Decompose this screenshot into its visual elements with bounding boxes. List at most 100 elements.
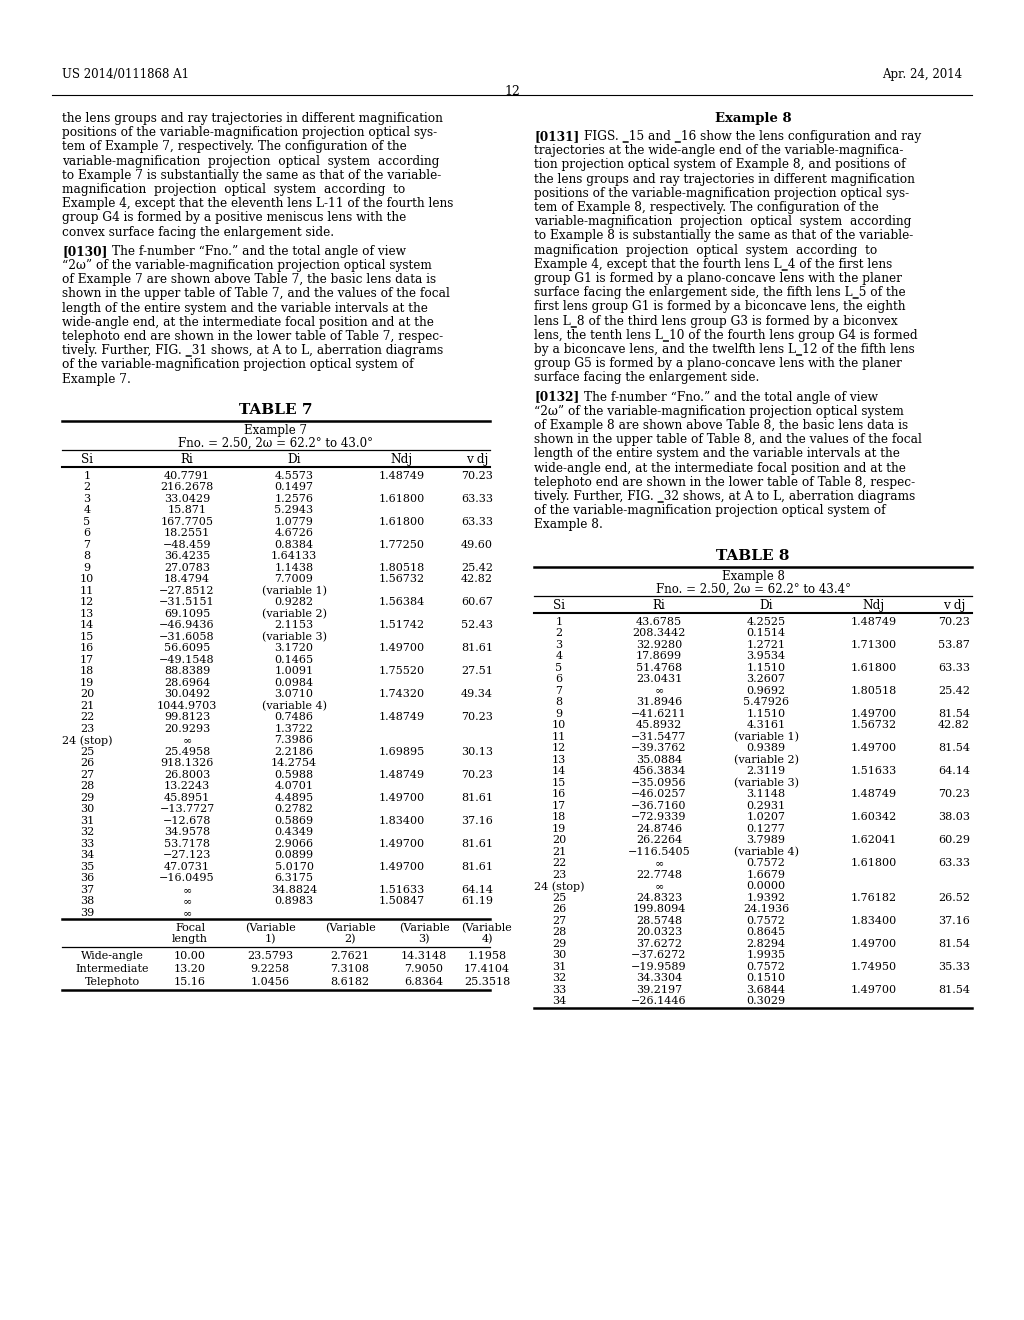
Text: 1.75520: 1.75520: [379, 667, 425, 676]
Text: 1.0456: 1.0456: [251, 977, 290, 987]
Text: group G5 is formed by a plano-concave lens with the planer: group G5 is formed by a plano-concave le…: [534, 358, 902, 370]
Text: 0.3029: 0.3029: [746, 997, 785, 1006]
Text: magnification  projection  optical  system  according  to: magnification projection optical system …: [534, 244, 878, 256]
Text: 0.7572: 0.7572: [746, 916, 785, 925]
Text: Ri: Ri: [180, 453, 194, 466]
Text: 2): 2): [344, 935, 355, 945]
Text: 28: 28: [552, 927, 566, 937]
Text: 3: 3: [555, 640, 562, 649]
Text: (variable 1): (variable 1): [733, 731, 799, 742]
Text: 6.8364: 6.8364: [404, 977, 443, 987]
Text: 4: 4: [555, 651, 562, 661]
Text: 6: 6: [83, 528, 90, 539]
Text: 8: 8: [83, 552, 90, 561]
Text: 1.6679: 1.6679: [746, 870, 785, 879]
Text: 1.1958: 1.1958: [467, 952, 507, 961]
Text: 17.4104: 17.4104: [464, 965, 510, 974]
Text: of Example 8 are shown above Table 8, the basic lens data is: of Example 8 are shown above Table 8, th…: [534, 418, 908, 432]
Text: 23: 23: [80, 723, 94, 734]
Text: −26.1446: −26.1446: [631, 997, 687, 1006]
Text: 0.9692: 0.9692: [746, 685, 785, 696]
Text: −31.6058: −31.6058: [159, 632, 215, 642]
Text: 81.54: 81.54: [938, 985, 970, 994]
Text: 18.4794: 18.4794: [164, 574, 210, 585]
Text: 88.8389: 88.8389: [164, 667, 210, 676]
Text: 5.47926: 5.47926: [743, 697, 790, 708]
Text: 1.51633: 1.51633: [379, 884, 425, 895]
Text: 10.00: 10.00: [174, 952, 206, 961]
Text: 14.2754: 14.2754: [271, 758, 317, 768]
Text: of the variable-magnification projection optical system of: of the variable-magnification projection…: [534, 504, 886, 517]
Text: 23: 23: [552, 870, 566, 879]
Text: 4.6726: 4.6726: [274, 528, 313, 539]
Text: 0.0984: 0.0984: [274, 677, 313, 688]
Text: 0.7486: 0.7486: [274, 713, 313, 722]
Text: −19.9589: −19.9589: [631, 961, 687, 972]
Text: 0.9282: 0.9282: [274, 597, 313, 607]
Text: lens, the tenth lens L‗10 of the fourth lens group G4 is formed: lens, the tenth lens L‗10 of the fourth …: [534, 329, 918, 342]
Text: −41.6211: −41.6211: [631, 709, 687, 718]
Text: 1.49700: 1.49700: [851, 985, 897, 994]
Text: 34: 34: [80, 850, 94, 861]
Text: 26: 26: [80, 758, 94, 768]
Text: 6.3175: 6.3175: [274, 874, 313, 883]
Text: Si: Si: [81, 453, 93, 466]
Text: telephoto end are shown in the lower table of Table 8, respec-: telephoto end are shown in the lower tab…: [534, 475, 915, 488]
Text: 34.3304: 34.3304: [636, 973, 682, 983]
Text: 13: 13: [80, 609, 94, 619]
Text: convex surface facing the enlargement side.: convex surface facing the enlargement si…: [62, 226, 334, 239]
Text: 32: 32: [80, 828, 94, 837]
Text: Focal: Focal: [175, 923, 205, 933]
Text: 1.48749: 1.48749: [379, 770, 425, 780]
Text: 3.1148: 3.1148: [746, 789, 785, 799]
Text: 1.80518: 1.80518: [379, 562, 425, 573]
Text: 3.9534: 3.9534: [746, 651, 785, 661]
Text: (variable 3): (variable 3): [261, 632, 327, 642]
Text: 1.49700: 1.49700: [851, 939, 897, 949]
Text: (Variable: (Variable: [462, 923, 512, 933]
Text: 1.64133: 1.64133: [271, 552, 317, 561]
Text: Fno. = 2.50, 2ω = 62.2° to 43.0°: Fno. = 2.50, 2ω = 62.2° to 43.0°: [178, 437, 374, 450]
Text: 1.1510: 1.1510: [746, 709, 785, 718]
Text: 1.74950: 1.74950: [851, 961, 897, 972]
Text: wide-angle end, at the intermediate focal position and at the: wide-angle end, at the intermediate foca…: [534, 462, 906, 475]
Text: 28.5748: 28.5748: [636, 916, 682, 925]
Text: 1.74320: 1.74320: [379, 689, 425, 700]
Text: −46.0257: −46.0257: [631, 789, 687, 799]
Text: 1.48749: 1.48749: [851, 789, 897, 799]
Text: [0130]: [0130]: [62, 244, 108, 257]
Text: Example 8: Example 8: [722, 570, 784, 582]
Text: 1.56732: 1.56732: [379, 574, 425, 585]
Text: 1.0779: 1.0779: [274, 517, 313, 527]
Text: 0.2782: 0.2782: [274, 804, 313, 814]
Text: telephoto end are shown in the lower table of Table 7, respec-: telephoto end are shown in the lower tab…: [62, 330, 443, 343]
Text: 34: 34: [552, 997, 566, 1006]
Text: 1.77250: 1.77250: [379, 540, 425, 550]
Text: shown in the upper table of Table 8, and the values of the focal: shown in the upper table of Table 8, and…: [534, 433, 922, 446]
Text: 1.80518: 1.80518: [851, 685, 897, 696]
Text: 20: 20: [80, 689, 94, 700]
Text: 1.83400: 1.83400: [851, 916, 897, 925]
Text: 11: 11: [80, 586, 94, 595]
Text: 1.76182: 1.76182: [851, 892, 897, 903]
Text: 60.29: 60.29: [938, 836, 970, 845]
Text: 1.56732: 1.56732: [851, 721, 897, 730]
Text: “2ω” of the variable-magnification projection optical system: “2ω” of the variable-magnification proje…: [534, 405, 904, 418]
Text: 33.0429: 33.0429: [164, 494, 210, 504]
Text: 24.8323: 24.8323: [636, 892, 682, 903]
Text: 49.60: 49.60: [461, 540, 493, 550]
Text: 1.1438: 1.1438: [274, 562, 313, 573]
Text: 33: 33: [552, 985, 566, 994]
Text: TABLE 7: TABLE 7: [240, 403, 312, 417]
Text: the lens groups and ray trajectories in different magnification: the lens groups and ray trajectories in …: [62, 112, 442, 125]
Text: 64.14: 64.14: [461, 884, 493, 895]
Text: 0.2931: 0.2931: [746, 801, 785, 810]
Text: 0.9389: 0.9389: [746, 743, 785, 754]
Text: 1.61800: 1.61800: [851, 663, 897, 673]
Text: of Example 7 are shown above Table 7, the basic lens data is: of Example 7 are shown above Table 7, th…: [62, 273, 436, 286]
Text: 15.16: 15.16: [174, 977, 206, 987]
Text: 17: 17: [80, 655, 94, 665]
Text: the lens groups and ray trajectories in different magnification: the lens groups and ray trajectories in …: [534, 173, 914, 186]
Text: 13: 13: [552, 755, 566, 764]
Text: 25.4958: 25.4958: [164, 747, 210, 756]
